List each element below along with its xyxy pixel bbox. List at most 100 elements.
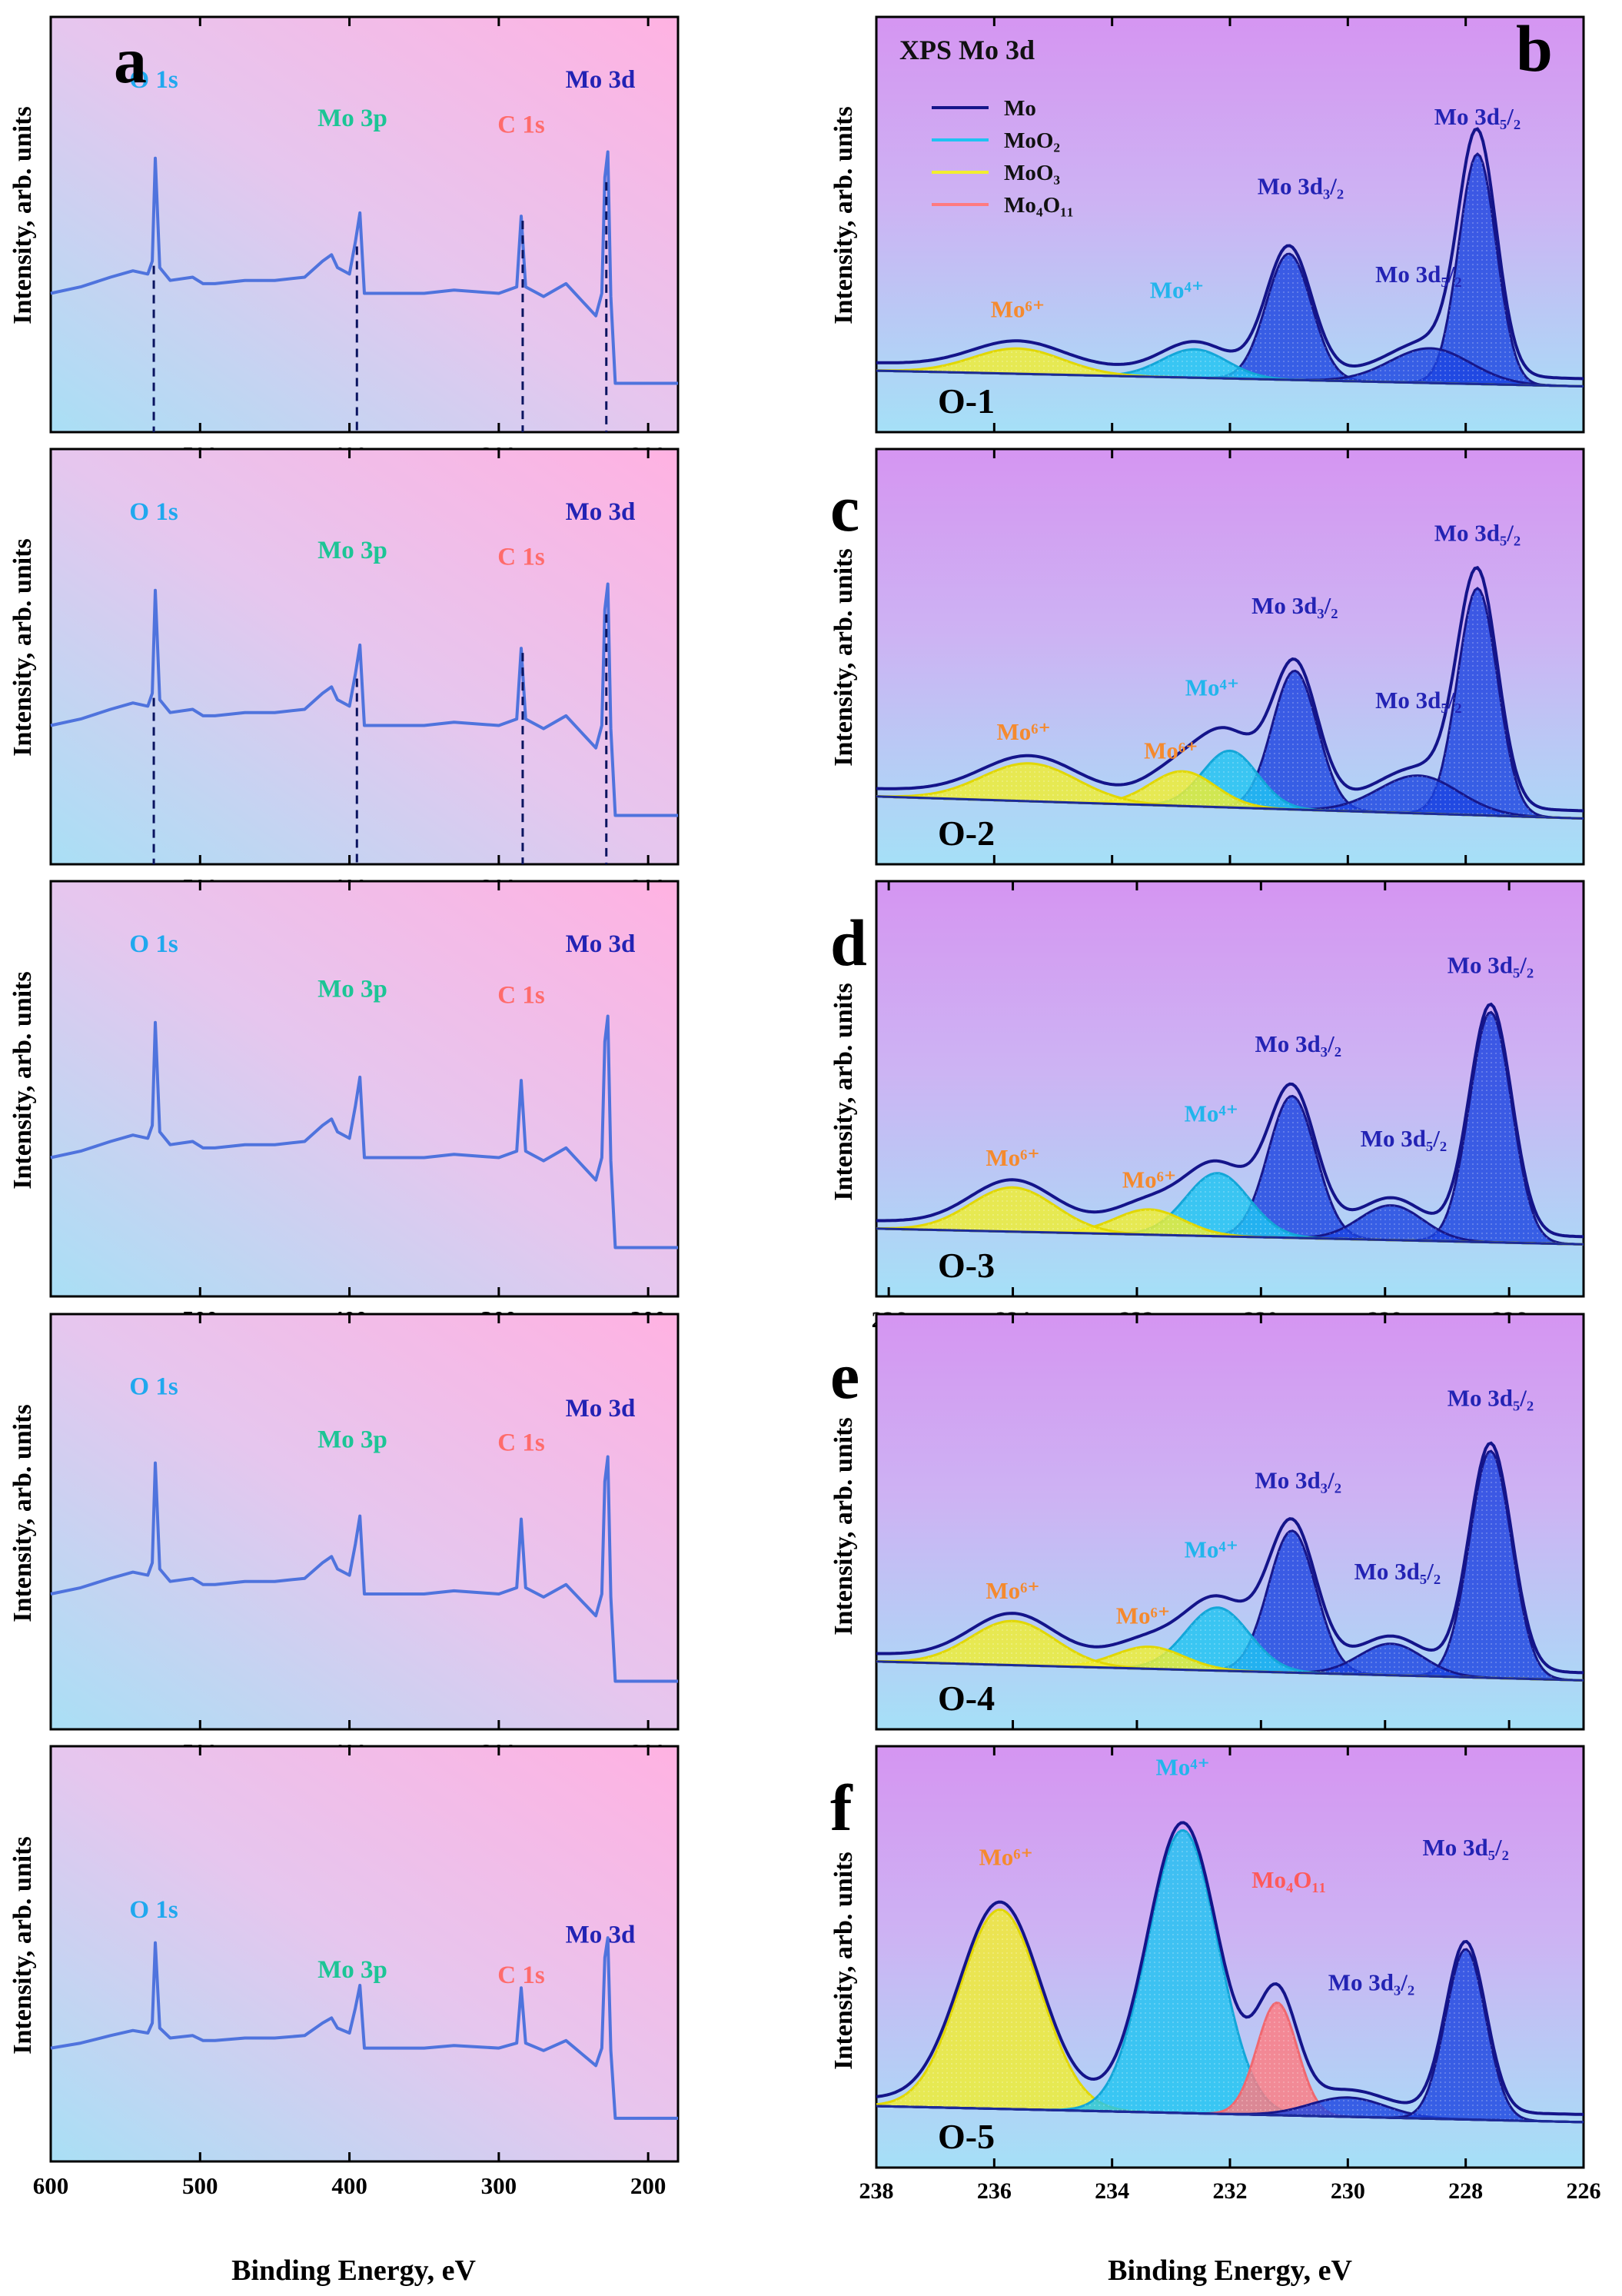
peak-label-mo3d: Mo 3d₃/₂ (1258, 172, 1344, 199)
peak-label-mo6: Mo⁶⁺ (985, 1144, 1039, 1171)
peak-label: C 1s (497, 111, 545, 138)
fit-envelope (876, 1441, 1584, 1675)
x-tick-label: 234 (1095, 2178, 1129, 2204)
peak-label: C 1s (497, 982, 545, 1010)
mo3d-fit-group (876, 1002, 1584, 1246)
peak-label: Mo 3d (566, 498, 636, 526)
sample-label: O-3 (938, 1246, 995, 1285)
peak-label-mo6: Mo⁶⁺ (1116, 1602, 1170, 1629)
x-axis-label-right: Binding Energy, eV (1108, 2254, 1352, 2287)
y-axis-label-a1: Intensity, arb. units (8, 106, 37, 324)
mo3d-panels: Mo⁶⁺ Mo⁴⁺ Mo 3d₃/₂ Mo 3d₅/₂ Mo 3d₅/₂ O-1 236 23… (829, 12, 1601, 2204)
peak-label-mo6: Mo⁶⁺ (979, 1844, 1032, 1871)
legend: Mo MoO₂ MoO₃ Mo₄O₁₁ (932, 96, 1074, 218)
peak-label: Mo 3p (317, 1426, 387, 1453)
peak-label-mo3d: Mo 3d₅/₂ (1434, 103, 1521, 130)
fit-component-texture (876, 1451, 1584, 1681)
survey-spectrum-line (50, 1455, 678, 1683)
peak-label-mo6: Mo⁶⁺ (996, 718, 1050, 745)
peak-label-mo6: Mo⁶⁺ (991, 295, 1045, 322)
survey-spectrum-line (50, 1936, 678, 2120)
fit-component-texture (876, 348, 1584, 387)
panel-letter-f: f (830, 1771, 853, 1845)
x-tick-label: 236 (977, 2178, 1012, 2204)
panel-letter-a: a (114, 23, 147, 97)
y-axis-label-a5: Intensity, arb. units (8, 1836, 37, 2054)
peak-label-mo3d: Mo 3d₃/₂ (1255, 1466, 1341, 1493)
mo3d-panel-e: Mo⁶⁺Mo⁶⁺Mo⁴⁺Mo 3d₃/₂Mo 3d₅/₂Mo 3d₅/₂O-42… (829, 1313, 1585, 1765)
fit-component-texture (876, 588, 1584, 819)
fit-component-texture (876, 154, 1584, 387)
mo3d-panel-f: Mo⁶⁺ Mo⁴⁺ Mo₄O₁₁ Mo 3d₃/₂ Mo 3d₅/₂ O-5 238 236 2… (829, 1745, 1601, 2204)
sample-label: O-2 (938, 814, 995, 853)
x-tick-label: 238 (859, 2178, 894, 2204)
legend-label: MoO₂ (1004, 128, 1060, 153)
mo3d-panel-b: Mo⁶⁺Mo⁴⁺Mo 3d₃/₂Mo 3d₅/₂Mo 3d₅/₂O-123623… (829, 12, 1585, 468)
fit-component-texture (876, 763, 1584, 819)
peak-label-mo4o11: Mo₄O₁₁ (1251, 1866, 1326, 1893)
y-axis-label-a4: Intensity, arb. units (8, 1404, 37, 1622)
fit-component-texture (876, 1643, 1584, 1681)
fit-component-texture (876, 775, 1584, 819)
peak-label-mo3d: Mo 3d₅/₂ (1434, 520, 1521, 547)
panel-letter-b: b (1516, 12, 1553, 85)
fit-component-texture (876, 1187, 1584, 1245)
peak-label-mo6: Mo⁶⁺ (985, 1577, 1039, 1604)
y-axis-label-c: Intensity, arb. units (829, 548, 858, 766)
peak-label-mo4: Mo⁴⁺ (1185, 674, 1239, 701)
mo3d-fit-group (876, 566, 1584, 820)
mo3d-panel-d: Mo⁶⁺Mo⁶⁺Mo⁴⁺Mo 3d₃/₂Mo 3d₅/₂Mo 3d₅/₂O-32… (829, 880, 1585, 1333)
survey-panel-frame (49, 448, 680, 866)
y-axis-label-d: Intensity, arb. units (829, 983, 858, 1200)
survey-panel-frame (49, 1745, 680, 2163)
peak-label: C 1s (497, 543, 545, 571)
legend-label: Mo₄O₁₁ (1004, 193, 1074, 218)
fit-component-texture (876, 750, 1584, 819)
peak-label: C 1s (497, 1429, 545, 1456)
survey-panel-5: O 1s Mo 3p C 1s Mo 3d 600 500 400 300 200 (33, 1745, 680, 2199)
y-axis-label-a3: Intensity, arb. units (8, 971, 37, 1189)
peak-label: O 1s (129, 498, 178, 526)
peak-label-mo6: Mo⁶⁺ (1122, 1166, 1176, 1193)
fit-envelope (876, 1821, 1584, 2116)
peak-label: Mo 3p (317, 105, 387, 132)
x-tick-label: 232 (1213, 2178, 1248, 2204)
x-tick-label: 200 (630, 2172, 666, 2199)
peak-label-mo3d: Mo 3d₅/₂ (1354, 1558, 1441, 1585)
fit-component-texture (876, 1607, 1584, 1681)
fit-baseline (876, 369, 1584, 388)
fit-component-texture (876, 1173, 1584, 1245)
peak-label-mo3d: Mo 3d₅/₂ (1448, 952, 1534, 979)
x-tick-label: 226 (1567, 2178, 1601, 2204)
fit-baseline (876, 1660, 1584, 1682)
fit-envelope (876, 566, 1584, 813)
survey-panel-frame (49, 1313, 680, 1731)
panel-title: XPS Mo 3d (899, 35, 1035, 65)
fit-component-texture (876, 1949, 1584, 2122)
peak-label-mo4: Mo⁴⁺ (1185, 1536, 1238, 1563)
peak-label: Mo 3d (566, 930, 636, 958)
peak-label-mo4: Mo⁴⁺ (1150, 277, 1204, 304)
fit-envelope (876, 127, 1584, 381)
peak-label: Mo 3d (566, 66, 636, 94)
fit-component-texture (876, 349, 1584, 387)
mo3d-panel-c: Mo⁶⁺Mo⁶⁺Mo⁴⁺Mo 3d₃/₂Mo 3d₅/₂Mo 3d₅/₂O-22… (829, 448, 1585, 900)
peak-label-mo3d: Mo 3d₅/₂ (1375, 687, 1461, 714)
mo3d-fit-group (876, 1821, 1584, 2124)
y-axis-label-f: Intensity, arb. units (829, 1852, 858, 2069)
peak-label: Mo 3p (317, 537, 387, 564)
y-axis-label-a2: Intensity, arb. units (8, 538, 37, 756)
survey-spectrum-line (50, 150, 678, 385)
peak-label-mo4: Mo⁴⁺ (1155, 1753, 1209, 1780)
peak-label: O 1s (129, 66, 178, 94)
x-tick-label: 300 (481, 2172, 517, 2199)
survey-spectrum-line (50, 1014, 678, 1249)
peak-label: O 1s (129, 1896, 178, 1924)
survey-panel-frame (49, 880, 680, 1298)
